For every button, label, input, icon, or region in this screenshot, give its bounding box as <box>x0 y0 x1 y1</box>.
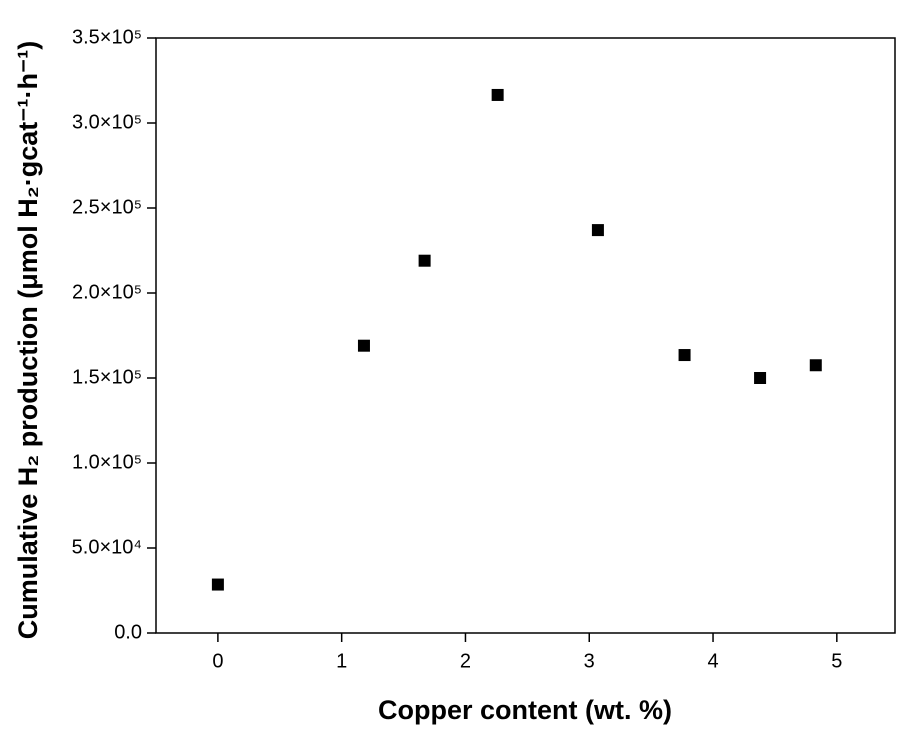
data-point <box>491 88 504 101</box>
x-tick-label: 3 <box>584 650 595 672</box>
y-tick-label: 2.5×10⁵ <box>72 196 142 218</box>
y-tick-label: 2.0×10⁵ <box>72 281 142 303</box>
data-point <box>678 349 691 362</box>
x-axis-title: Copper content (wt. %) <box>378 695 672 725</box>
y-tick-label: 0.0 <box>114 621 142 643</box>
y-tick-label: 1.5×10⁵ <box>72 366 142 388</box>
plot-frame <box>155 37 896 634</box>
y-tick-label: 1.0×10⁵ <box>72 451 142 473</box>
x-tick-label: 5 <box>831 650 842 672</box>
x-tick-label: 0 <box>212 650 223 672</box>
data-point <box>754 372 767 384</box>
y-tick-label: 3.5×10⁵ <box>72 26 142 48</box>
y-axis-title: Cumulative H₂ production (μmol H₂·gcat⁻¹… <box>13 41 43 639</box>
data-point <box>418 254 431 267</box>
data-point <box>591 224 604 237</box>
x-tick-label: 2 <box>460 650 471 672</box>
y-tick-label: 3.0×10⁵ <box>72 111 142 133</box>
data-point <box>357 339 370 352</box>
data-point <box>211 578 224 591</box>
data-point <box>809 359 822 372</box>
y-tick-label: 5.0×10⁴ <box>72 536 142 558</box>
x-tick-label: 4 <box>707 650 718 672</box>
x-tick-label: 1 <box>336 650 347 672</box>
